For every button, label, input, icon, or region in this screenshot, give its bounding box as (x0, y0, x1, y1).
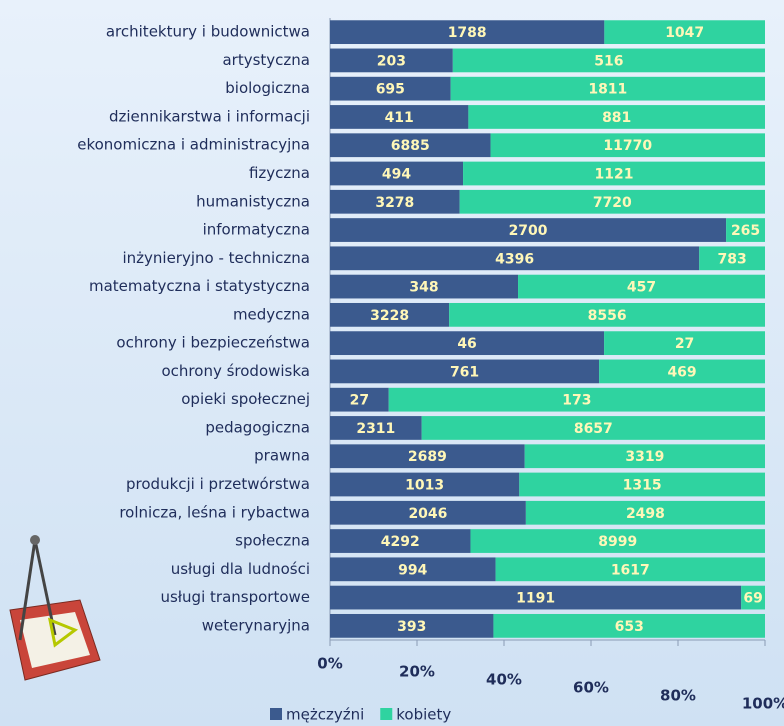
legend-label: mężczyźni (286, 706, 364, 724)
data-label: 2689 (408, 449, 447, 465)
x-tick-label: 80% (660, 687, 696, 705)
category-label: ekonomiczna i administracyjna (77, 136, 310, 154)
legend-swatch (380, 708, 392, 720)
data-label: 1191 (516, 591, 555, 607)
data-label: 1047 (665, 25, 704, 41)
data-label: 494 (382, 167, 411, 183)
category-label: opieki społecznej (181, 390, 310, 408)
data-label: 3228 (370, 308, 409, 324)
data-label: 2046 (408, 506, 447, 522)
legend-label: kobiety (396, 706, 451, 724)
category-label: produkcji i przetwórstwa (126, 475, 310, 493)
data-label: 3278 (375, 195, 414, 211)
data-label: 2700 (509, 223, 548, 239)
data-label: 27 (675, 336, 694, 352)
category-label: inżynieryjno - techniczna (122, 249, 310, 267)
data-label: 27 (350, 393, 369, 409)
data-label: 994 (398, 562, 427, 578)
data-label: 411 (385, 110, 414, 126)
data-label: 4396 (495, 251, 534, 267)
category-label: rolnicza, leśna i rybactwa (119, 503, 310, 521)
category-label: informatyczna (203, 221, 310, 239)
category-label: medyczna (233, 305, 310, 323)
category-label: weterynaryjna (202, 616, 310, 634)
data-label: 2498 (626, 506, 665, 522)
category-label: artystyczna (222, 51, 310, 69)
data-label: 469 (667, 364, 696, 380)
x-tick-label: 100% (742, 695, 784, 713)
data-label: 1315 (623, 478, 662, 494)
category-label: pedagogiczna (205, 418, 310, 436)
category-label: usługi transportowe (160, 588, 310, 606)
category-label: architektury i budownictwa (106, 23, 310, 41)
data-label: 6885 (391, 138, 430, 154)
data-label: 11770 (603, 138, 652, 154)
data-label: 348 (409, 280, 438, 296)
data-label: 695 (376, 82, 405, 98)
category-label: usługi dla ludności (171, 560, 310, 578)
data-label: 1121 (595, 167, 634, 183)
data-label: 783 (717, 251, 746, 267)
data-label: 1013 (405, 478, 444, 494)
data-label: 393 (397, 619, 426, 635)
data-label: 1811 (588, 82, 627, 98)
category-label: ochrony i bezpieczeństwa (116, 334, 310, 352)
x-tick-label: 60% (573, 679, 609, 697)
data-label: 4292 (381, 534, 420, 550)
data-label: 69 (743, 591, 762, 607)
data-label: 46 (457, 336, 476, 352)
category-label: humanistyczna (196, 192, 310, 210)
data-label: 1788 (448, 25, 487, 41)
category-label: biologiczna (225, 79, 310, 97)
category-label: prawna (254, 447, 310, 465)
data-label: 8999 (598, 534, 637, 550)
data-label: 173 (562, 393, 591, 409)
data-label: 516 (594, 53, 623, 69)
data-label: 761 (450, 364, 479, 380)
data-label: 881 (602, 110, 631, 126)
category-label: społeczna (235, 532, 310, 550)
data-label: 8657 (574, 421, 613, 437)
x-tick-label: 20% (399, 663, 435, 681)
data-label: 7720 (593, 195, 632, 211)
x-tick-label: 40% (486, 671, 522, 689)
category-label: dziennikarstwa i informacji (109, 107, 310, 125)
chart: 0% 20% 40% 60% 80% 100% architektury i budowni… (0, 0, 784, 726)
data-label: 653 (615, 619, 644, 635)
x-tick-label: 0% (317, 655, 342, 673)
data-label: 265 (731, 223, 760, 239)
data-label: 3319 (625, 449, 664, 465)
legend-swatch (270, 708, 282, 720)
data-label: 203 (377, 53, 406, 69)
data-label: 2311 (356, 421, 395, 437)
data-label: 1617 (611, 562, 650, 578)
category-label: matematyczna i statystyczna (89, 277, 310, 295)
data-label: 8556 (588, 308, 627, 324)
category-label: fizyczna (249, 164, 310, 182)
data-label: 457 (627, 280, 656, 296)
category-label: ochrony środowiska (162, 362, 311, 380)
